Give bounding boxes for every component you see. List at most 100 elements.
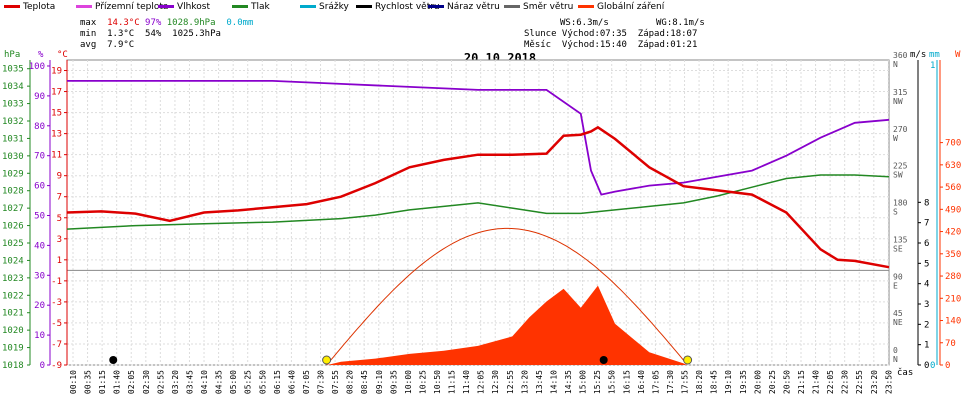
legend: Teplota Přízemní teplota Vlhkost Tlak Srážky… — [0, 0, 966, 13]
time-tick-label: 19:10 — [724, 370, 733, 394]
legend-swatch — [428, 5, 444, 8]
temp-tick-label: -7 — [51, 340, 62, 350]
time-tick-label: 17:30 — [666, 370, 675, 394]
pressure-tick-label: 1031 — [2, 134, 24, 144]
mm-unit: mm — [929, 50, 940, 60]
radiation-tick-label: 490 — [945, 205, 961, 215]
pressure-tick-label: 1019 — [2, 344, 24, 354]
winddir-name-label: W — [893, 134, 898, 143]
ms-unit: m/s — [910, 50, 927, 60]
sunrise-marker — [322, 355, 332, 365]
time-tick-label: 17:55 — [681, 370, 690, 394]
time-tick-label: 14:10 — [549, 370, 558, 394]
humidity-tick-label: 60 — [34, 182, 45, 192]
wind-tick-label: 1 — [924, 341, 929, 351]
legend-item-8: Globální záření — [578, 2, 664, 13]
legend-swatch — [232, 5, 248, 8]
time-tick-label: 05:50 — [258, 370, 267, 394]
time-tick-label: 02:30 — [142, 370, 151, 394]
wind-tick-label: 3 — [924, 300, 929, 310]
humidity-line — [67, 80, 890, 196]
radiation-tick-label: 350 — [945, 250, 961, 260]
time-tick-label: 07:55 — [331, 370, 340, 394]
wind-tick-label: 6 — [924, 239, 929, 249]
plot-frame — [66, 59, 890, 366]
min-pressure: 1025.3hPa — [172, 29, 221, 39]
humidity-tick-label: 40 — [34, 241, 45, 251]
pressure-tick-label: 1033 — [2, 100, 24, 110]
humidity-tick-label: 80 — [34, 122, 45, 132]
pressure-tick-label: 1028 — [2, 187, 24, 197]
winddir-tick-label: 180 — [893, 199, 908, 208]
time-tick-label: 06:40 — [287, 370, 296, 394]
time-tick-label: 07:05 — [302, 370, 311, 394]
time-tick-label: 04:10 — [200, 370, 209, 394]
time-tick-label: 23:50 — [884, 370, 893, 394]
moonrise-marker — [599, 356, 608, 364]
time-tick-label: 02:55 — [156, 370, 165, 394]
time-tick-label: 22:30 — [841, 370, 850, 394]
time-tick-label: 01:15 — [98, 370, 107, 394]
avg-label: avg — [80, 40, 97, 50]
wind-gust-stat: WG:8.1m/s — [656, 18, 705, 28]
time-tick-label: 11:15 — [448, 370, 457, 394]
wind-speed-stat: WS:6.3m/s — [560, 18, 609, 28]
winddir-tick-label: 90 — [893, 272, 903, 281]
radiation-tick-label: 630 — [945, 161, 961, 171]
radiation-area — [327, 285, 687, 365]
humidity-tick-label: 20 — [34, 301, 45, 311]
humidity-tick-label: 50 — [34, 211, 45, 221]
legend-swatch — [76, 5, 92, 8]
temp-tick-label: -3 — [51, 298, 62, 308]
temp-tick-label: 5 — [57, 214, 62, 224]
time-tick-label: 18:20 — [695, 370, 704, 394]
pressure-tick-label: 1035 — [2, 65, 24, 75]
radiation-tick-label: 700 — [945, 139, 961, 149]
pressure-tick-label: 1020 — [2, 326, 24, 336]
temp-tick-label: 19 — [51, 67, 62, 77]
radiation-tick-label: 420 — [945, 228, 961, 238]
legend-item-3: Tlak — [232, 2, 270, 13]
moonset-marker — [109, 356, 118, 364]
temp-tick-label: -5 — [51, 319, 62, 329]
winddir-tick-label: 135 — [893, 235, 908, 244]
time-tick-label: 20:25 — [768, 370, 777, 394]
min-temp: 1.3°C — [107, 29, 135, 39]
time-tick-label: 10:25 — [418, 370, 427, 394]
time-tick-label: 02:05 — [127, 370, 136, 394]
humidity-tick-label: 10 — [34, 331, 45, 341]
time-tick-label: 08:20 — [346, 370, 355, 394]
temp-tick-label: 7 — [57, 193, 62, 203]
legend-label: Vlhkost — [177, 2, 210, 12]
radiation-tick-label: 140 — [945, 317, 961, 327]
radiation-tick-label: 560 — [945, 183, 961, 193]
pressure-tick-label: 1032 — [2, 117, 24, 127]
time-tick-label: 18:45 — [710, 370, 719, 394]
temp-tick-label: 15 — [51, 109, 62, 119]
winddir-tick-label: 360 — [893, 51, 908, 60]
time-tick-label: 13:20 — [520, 370, 529, 394]
time-tick-label: 19:35 — [739, 370, 748, 394]
legend-item-0: Teplota — [4, 2, 55, 13]
time-tick-label: 04:35 — [215, 370, 224, 394]
winddir-tick-label: 270 — [893, 125, 908, 134]
time-tick-label: 00:35 — [84, 370, 93, 394]
radiation-tick-label: 210 — [945, 294, 961, 304]
humidity-tick-label: 30 — [34, 271, 45, 281]
time-tick-label: 11:40 — [462, 370, 471, 394]
legend-swatch — [504, 5, 520, 8]
wind-tick-label: 0 — [924, 361, 929, 371]
legend-item-4: Srážky — [300, 2, 349, 13]
temp-tick-label: 11 — [51, 151, 62, 161]
pressure-line — [66, 174, 890, 230]
legend-item-5: Rychlost větru — [356, 2, 440, 13]
legend-label: Srážky — [319, 2, 349, 12]
time-tick-label: 03:20 — [171, 370, 180, 394]
temp-tick-label: 17 — [51, 88, 62, 98]
max-humidity: 97% — [145, 18, 162, 28]
winddir-name-label: E — [893, 281, 898, 290]
humidity-tick-label: 90 — [34, 92, 45, 102]
temp-tick-label: 13 — [51, 130, 62, 140]
time-tick-label: 12:05 — [477, 370, 486, 394]
